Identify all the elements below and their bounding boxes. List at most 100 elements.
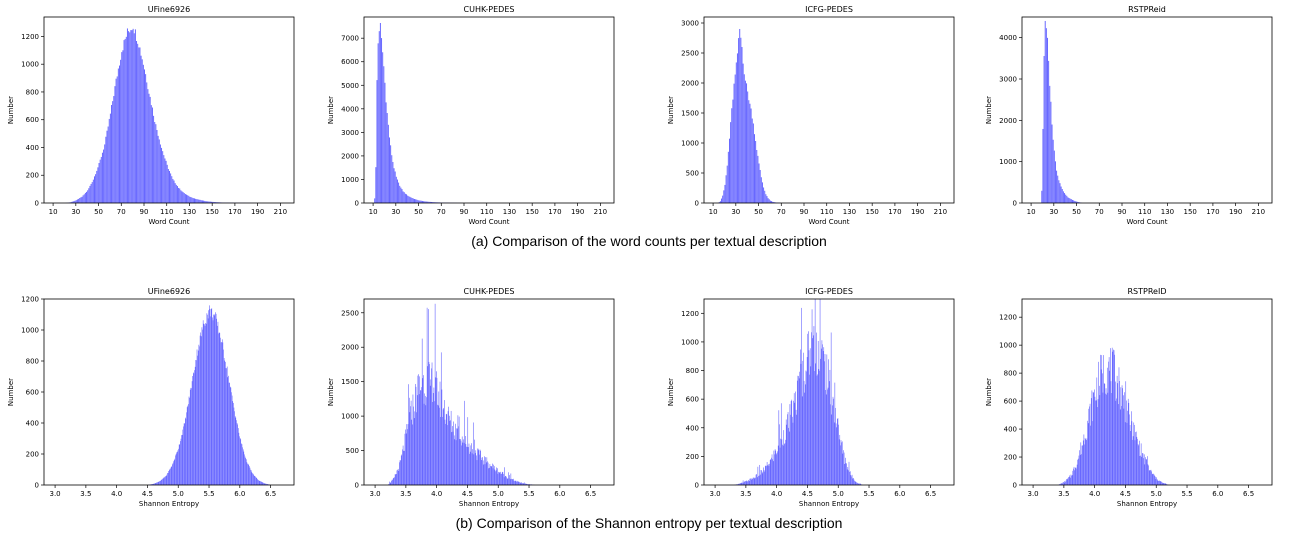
histogram-bar	[725, 175, 727, 203]
histogram-bar	[850, 475, 852, 485]
histogram-bar	[213, 314, 214, 485]
histogram-bar	[255, 476, 256, 485]
histogram-bar	[189, 196, 191, 203]
histogram-bar	[1070, 477, 1071, 485]
histogram-bar	[397, 468, 399, 485]
histogram-bar	[759, 464, 761, 485]
histogram-bar	[1121, 385, 1123, 485]
histogram-bar	[808, 331, 809, 485]
histogram-bar	[849, 471, 850, 485]
histogram-bar	[392, 478, 394, 485]
histogram-bar	[400, 460, 401, 485]
histogram-bar	[397, 469, 398, 485]
histogram-bar	[748, 100, 750, 203]
histogram-bar	[780, 403, 782, 485]
histogram-bar	[517, 481, 519, 485]
histogram-bar	[757, 155, 759, 203]
histogram-bar	[390, 482, 392, 485]
histogram-bar	[1094, 389, 1095, 485]
plot-frame	[363, 16, 615, 204]
histogram-bar	[1102, 392, 1104, 485]
histogram-bar	[477, 448, 479, 485]
x-tick-label: 5.5	[203, 490, 214, 498]
histogram-bar	[470, 445, 472, 485]
histogram-bar	[217, 325, 218, 485]
histogram-bar	[190, 197, 192, 203]
y-tick-label: 2000	[341, 152, 359, 160]
histogram-bar	[502, 472, 504, 485]
histogram-bar	[847, 467, 849, 485]
histogram-bar	[730, 122, 732, 203]
histogram-bar	[426, 397, 427, 485]
histogram-bar	[463, 439, 464, 485]
histogram-bar	[752, 123, 754, 203]
histogram-bar	[1100, 354, 1101, 485]
histogram-bar	[418, 374, 419, 485]
histogram-bar	[1148, 470, 1150, 485]
x-tick-label: 6.5	[1243, 490, 1254, 498]
y-tick-label: 600	[686, 396, 699, 404]
histogram-bar	[396, 179, 398, 203]
histogram-bar	[1042, 128, 1044, 203]
x-tick-label: 190	[571, 208, 584, 216]
histogram-bar	[428, 201, 430, 203]
histogram-bar	[407, 424, 409, 485]
histogram-bar	[189, 397, 190, 485]
histogram-bar	[1082, 440, 1084, 485]
histogram-bar	[86, 191, 88, 203]
histogram-bar	[854, 481, 856, 485]
histogram-bar	[205, 323, 207, 485]
histogram-bar	[773, 202, 775, 203]
histogram-bar	[214, 314, 216, 485]
histogram-bar	[228, 375, 229, 485]
histogram-bar	[750, 478, 752, 485]
histogram-bar	[1098, 385, 1100, 485]
histogram-bar	[1145, 458, 1147, 485]
x-tick-label: 3.5	[1058, 490, 1069, 498]
histogram-bar	[747, 91, 749, 203]
histogram-bar	[763, 187, 765, 203]
histogram-bar	[480, 460, 482, 485]
histogram-bar	[423, 403, 425, 485]
x-axis-label: Shannon Entropy	[799, 500, 859, 508]
histogram-bar	[468, 443, 470, 485]
histogram-bar	[845, 463, 847, 485]
histogram-bar	[843, 452, 845, 485]
histogram-bar	[80, 197, 82, 203]
histogram-bar	[1082, 445, 1083, 485]
histogram-bar	[415, 199, 417, 203]
histogram-bar	[212, 317, 213, 485]
histogram-bar	[427, 366, 429, 485]
histogram-bar	[814, 299, 816, 485]
histogram-bar	[1061, 483, 1063, 485]
histogram-bar	[1093, 392, 1095, 485]
histogram-bar	[203, 200, 205, 203]
histogram-bar	[1108, 361, 1109, 485]
histogram-bar	[775, 450, 777, 485]
histogram-bar	[852, 478, 853, 485]
histogram-bar	[427, 201, 429, 203]
chart-title: RSTPReID	[1128, 287, 1167, 296]
histogram-bar	[434, 303, 436, 485]
histogram-bar	[479, 454, 480, 485]
histogram-bar	[753, 477, 754, 485]
histogram-bar	[1088, 408, 1090, 485]
histogram-bar	[385, 102, 387, 203]
histogram-bar	[1134, 440, 1136, 485]
histogram-bar	[463, 442, 465, 485]
histogram-bar	[410, 197, 412, 203]
histogram-bar	[101, 152, 103, 203]
histogram-bar	[1126, 400, 1127, 485]
histogram-bar	[244, 454, 245, 485]
histogram-bar	[114, 86, 116, 203]
histogram-bar	[167, 473, 168, 485]
x-tick-label: 5.5	[863, 490, 874, 498]
histogram-bar	[229, 386, 231, 485]
histogram-bar	[1067, 197, 1069, 203]
histogram-bar	[795, 391, 796, 485]
histogram-bar	[1126, 422, 1128, 485]
histogram-bar	[1069, 475, 1071, 485]
y-tick-label: 400	[26, 420, 39, 428]
histogram-bar	[1132, 436, 1134, 485]
histogram-bar	[1087, 423, 1089, 485]
